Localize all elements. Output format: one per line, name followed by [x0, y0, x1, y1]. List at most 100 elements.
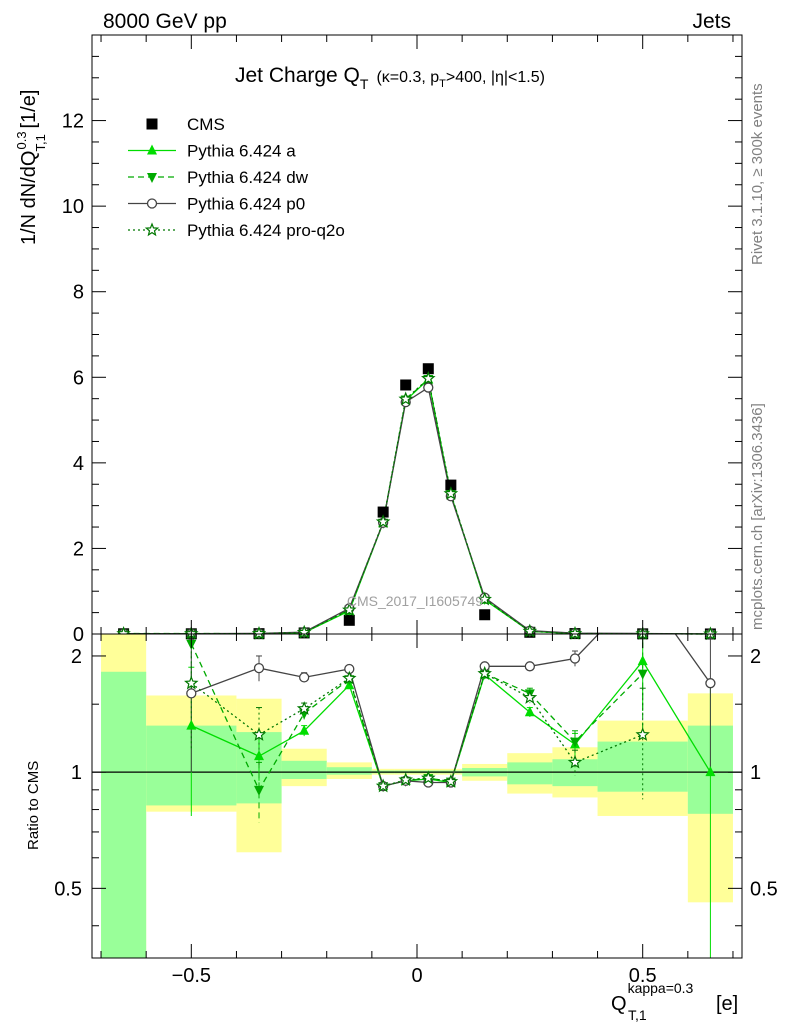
main-ytick-label: 4 [73, 453, 84, 475]
main-point-4-5 [375, 514, 391, 529]
ratio-ytick-label: 2 [71, 646, 82, 668]
ratio-series-marks [184, 639, 716, 796]
main-plot-area [92, 35, 742, 634]
legend-marker-1 [147, 144, 157, 155]
main-ytick-label: 0 [73, 624, 84, 646]
green-band-4 [326, 767, 372, 775]
ratio-point-3-9 [522, 689, 538, 704]
ylabel-sub: T,1 [33, 134, 48, 151]
xlabel-sub: T,1 [628, 1007, 647, 1023]
main-axes: 0 2 4 6 8 10 12 [62, 34, 743, 646]
main-ytick-label: 2 [73, 538, 84, 560]
main-point-4-3 [296, 624, 312, 639]
green-band-10 [507, 762, 553, 785]
main-point-0-8 [445, 479, 457, 491]
xlabel-main: Q [611, 993, 627, 1015]
ratio-point-3-6 [421, 770, 436, 785]
legend-label-2: Pythia 6.424 dw [187, 168, 309, 187]
ratio-xtick-label: −0.5 [172, 965, 211, 987]
title-params: (κ=0.3, p [376, 69, 439, 86]
title-params-end: >400, |η|<1.5) [446, 69, 545, 86]
main-ytick-label: 6 [73, 367, 84, 389]
legend-marker-4 [144, 222, 160, 237]
ratio-line-1 [190, 643, 644, 792]
ratio-point-3-2 [296, 701, 312, 715]
legend-label-4: Pythia 6.424 pro-q2o [187, 221, 345, 240]
xlabel-sup: kappa=0.3 [628, 980, 694, 996]
legend-label-0: CMS [187, 115, 225, 134]
main-point-4-7 [421, 370, 436, 385]
main-point-0-4 [343, 614, 355, 626]
ratio-point-3-4 [375, 778, 391, 793]
ratio-point-3-11 [635, 727, 650, 741]
main-point-4-8 [443, 486, 459, 500]
ratio-point-2-2 [299, 672, 310, 683]
ratio-ytick-label-right: 2 [750, 646, 761, 668]
ratio-ytick-label-right: 1 [750, 762, 761, 784]
ratio-point-2-1 [253, 662, 265, 674]
main-ytick-label: 12 [62, 111, 84, 133]
xlabel-unit: [e] [716, 993, 738, 1015]
main-title: Jet Charge QT (κ=0.3, pT>400, |η|<1.5) [235, 64, 545, 92]
ratio-point-1-11 [637, 669, 648, 680]
ratio-point-2-10 [569, 653, 581, 664]
ratio-point-0-2 [299, 724, 310, 735]
ratio-point-2-12 [705, 678, 716, 689]
ylabel-post: [1/e] [18, 90, 40, 134]
main-point-4-4 [342, 602, 357, 617]
main-point-4-2 [251, 625, 267, 640]
title-main: Jet Charge Q [235, 64, 360, 87]
ratio-axes: 0.5 0.5 1 1 2 2 −0.5 0 0.5 [54, 633, 778, 987]
ratio-xtick-label: 0.5 [629, 965, 657, 987]
green-band-0 [101, 671, 147, 958]
legend-marker-0 [146, 118, 158, 130]
ratio-point-3-7 [443, 773, 459, 788]
ratio-point-1-10 [569, 737, 580, 748]
main-point-0-7 [422, 363, 434, 375]
main-ytick-label: 10 [62, 196, 84, 218]
x-axis-label: Qkappa=0.3 T,1 [e] [611, 980, 738, 1023]
ratio-point-3-0 [184, 675, 199, 690]
side-mcplots-label: mcplots.cern.ch [arXiv:1306.3436] [749, 403, 766, 630]
ylabel-sup: 0.3 [14, 131, 29, 149]
ratio-point-0-1 [254, 750, 265, 761]
main-line-4 [123, 377, 711, 635]
main-point-0-9 [479, 609, 491, 621]
watermark-label: CMS_2017_I1605749 [347, 593, 483, 609]
ratio-xtick-label: 0 [411, 965, 422, 987]
ratio-point-3-3 [342, 670, 357, 685]
main-ytick-label: 8 [73, 282, 84, 304]
ratio-line-3 [190, 672, 643, 787]
ratio-point-0-11 [637, 655, 648, 666]
ratio-y-axis-label: Ratio to CMS [25, 761, 42, 850]
ratio-point-3-5 [398, 772, 413, 787]
main-y-axis-label: 1/N dN/dQ 0.3 T,1 [1/e] [14, 90, 48, 245]
ratio-bands [92, 634, 742, 958]
ylabel-pre: 1/N dN/dQ [18, 151, 40, 245]
main-panel [92, 35, 742, 634]
header-energy-label: 8000 GeV pp [103, 10, 227, 33]
ratio-point-3-1 [251, 727, 267, 741]
ratio-point-0-12 [705, 766, 716, 777]
title-params-sub: T [439, 78, 446, 90]
main-point-4-9 [477, 591, 492, 606]
legend-label-3: Pythia 6.424 p0 [187, 195, 305, 214]
legend-label-1: Pythia 6.424 a [187, 142, 296, 161]
ratio-point-2-9 [524, 661, 535, 672]
ratio-point-1-1 [254, 785, 265, 796]
header-process-label: Jets [692, 10, 731, 33]
main-point-4-6 [398, 391, 413, 406]
ratio-point-3-8 [477, 665, 492, 680]
title-sub: T [360, 76, 369, 92]
green-band-3 [281, 760, 327, 779]
main-point-0-6 [400, 379, 412, 391]
legend-marker-3 [146, 198, 158, 209]
main-point-0-5 [377, 506, 389, 518]
main-point-4-11 [567, 625, 583, 640]
ratio-point-0-0 [186, 719, 197, 730]
legend: CMS Pythia 6.424 a Pythia 6.424 dw Pythia 6… [128, 115, 345, 240]
ratio-ytick-label-right: 0.5 [750, 878, 778, 900]
ratio-ytick-label: 0.5 [54, 878, 82, 900]
legend-marker-2 [147, 173, 157, 183]
